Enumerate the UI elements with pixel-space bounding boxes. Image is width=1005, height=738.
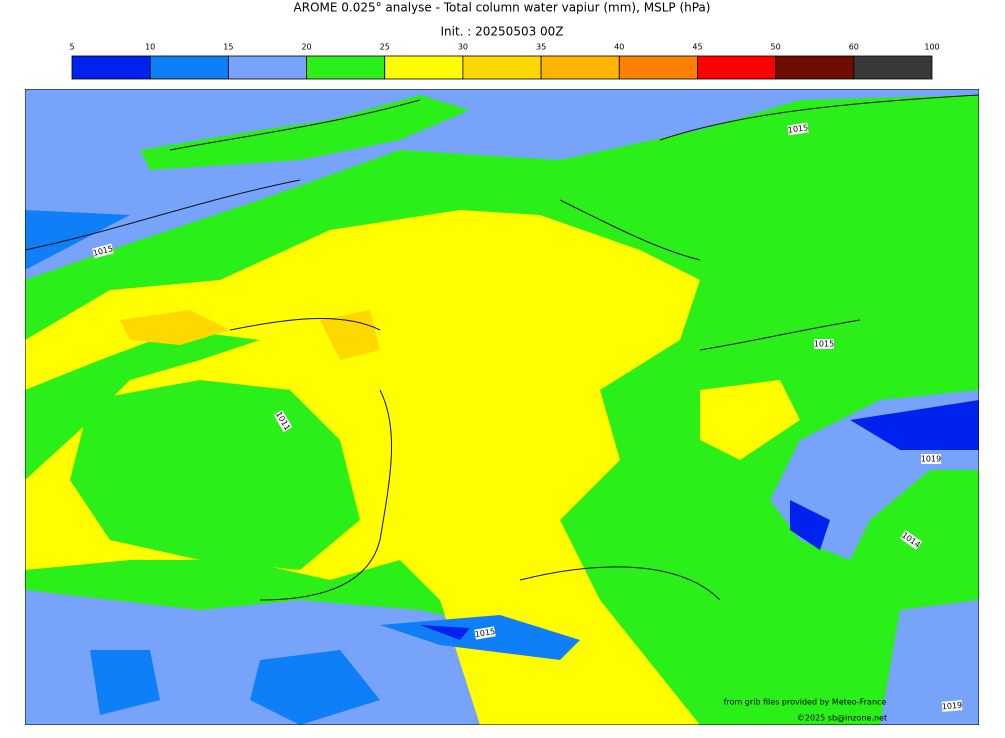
colorbar: 5 10 15 20 25 30 35 40 45 50 60 100 bbox=[69, 43, 940, 80]
contour-label: 1015 bbox=[787, 122, 809, 136]
dark-blue-area bbox=[420, 625, 470, 640]
colorbar-bin bbox=[306, 55, 386, 80]
green-area bbox=[140, 95, 470, 170]
contour-label: 1019 bbox=[921, 454, 941, 464]
dark-blue-area bbox=[790, 400, 979, 550]
coastline bbox=[25, 94, 979, 601]
credit: from grib files provided by Meteo-France bbox=[724, 698, 887, 707]
title: AROME 0.025° analyse - Total column wate… bbox=[294, 1, 711, 15]
colorbar-bin bbox=[227, 55, 307, 80]
contour-label-bg bbox=[899, 530, 923, 550]
colorbar-bin bbox=[462, 55, 542, 80]
contour-label-bg bbox=[273, 409, 293, 433]
orange-area bbox=[120, 310, 380, 360]
colorbar-tick-label: 35 bbox=[536, 43, 546, 52]
colorbar-bin bbox=[775, 55, 855, 80]
contour-label-bg bbox=[814, 339, 834, 349]
colorbar-bin bbox=[853, 55, 933, 80]
contour-label-bg bbox=[787, 122, 809, 136]
contour-label-text: 1015 bbox=[474, 627, 496, 639]
colorbar-bin bbox=[618, 55, 698, 80]
contour-label-text: 1019 bbox=[941, 701, 962, 712]
colorbar-tick-label: 25 bbox=[380, 43, 390, 52]
colorbar-bin bbox=[384, 55, 464, 80]
colorbar-tick-label: 50 bbox=[771, 43, 781, 52]
credit: ©2025 sb@inzone.net bbox=[797, 714, 887, 723]
contour-label-bg bbox=[474, 626, 496, 640]
colorbar-tick-label: 45 bbox=[692, 43, 702, 52]
contour-label: 1015 bbox=[814, 339, 834, 349]
contour-label-bg bbox=[941, 700, 963, 712]
contour-label-text: 1015 bbox=[814, 340, 834, 349]
colorbar-tick-label: 100 bbox=[924, 43, 939, 52]
contour-label: 1015 bbox=[474, 626, 496, 640]
contour-label-text: 1015 bbox=[787, 123, 808, 135]
colorbar-tick-label: 40 bbox=[614, 43, 624, 52]
yellow-area bbox=[700, 380, 800, 460]
colorbar-tick-label: 60 bbox=[849, 43, 859, 52]
contour-label-text: 1019 bbox=[921, 455, 941, 464]
colorbar-bin bbox=[71, 55, 151, 80]
contour-label-bg bbox=[92, 243, 114, 259]
contour-label: 1019 bbox=[941, 700, 963, 712]
colorbar-tick-label: 10 bbox=[145, 43, 155, 52]
colorbar-tick-label: 20 bbox=[301, 43, 311, 52]
colorbar-tick-label: 5 bbox=[69, 43, 74, 52]
water-area bbox=[25, 210, 130, 270]
colorbar-bin bbox=[697, 55, 777, 80]
colorbar-tick-label: 30 bbox=[458, 43, 468, 52]
contour-label: 1015 bbox=[92, 243, 114, 259]
subtitle: Init. : 20250503 00Z bbox=[440, 25, 563, 39]
blue-area bbox=[90, 615, 580, 725]
colorbar-bin bbox=[540, 55, 620, 80]
yellow-area bbox=[25, 210, 700, 725]
colorbar-tick-label: 15 bbox=[223, 43, 233, 52]
colorbar-bin bbox=[149, 55, 229, 80]
contour-label-bg bbox=[921, 454, 941, 464]
